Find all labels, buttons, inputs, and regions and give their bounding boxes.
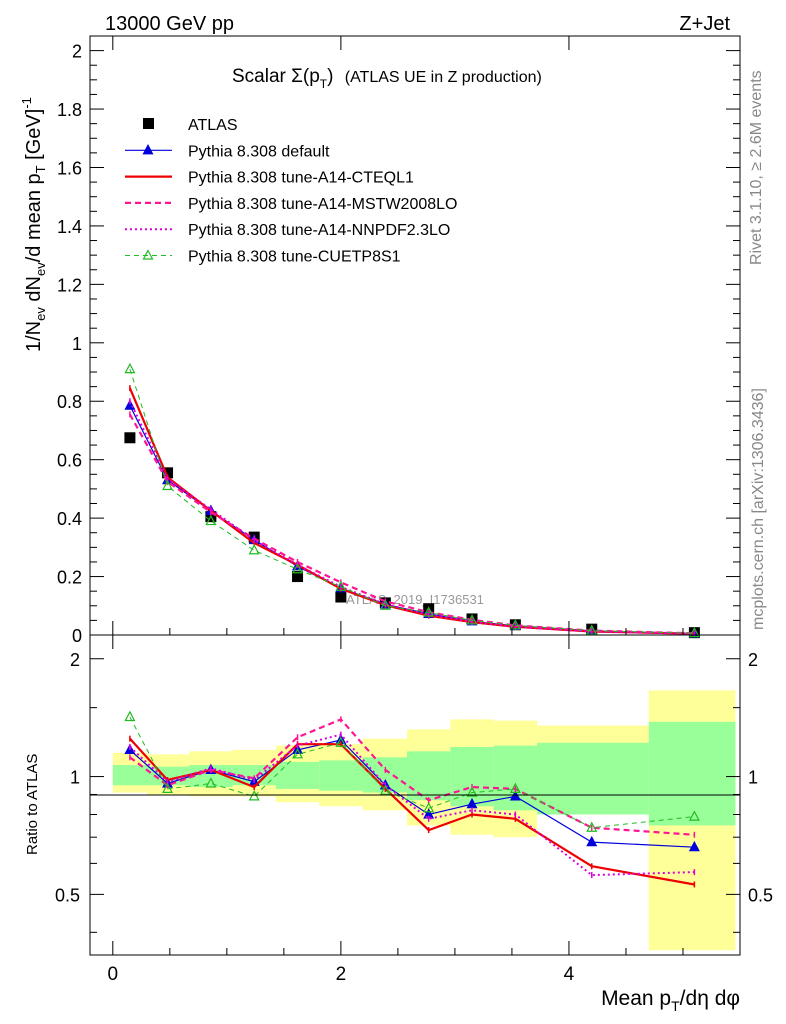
ratio-y-tick-label-right: 0.5 [748, 885, 773, 905]
ratio-series-marker [586, 821, 598, 832]
green-band-segment [319, 760, 363, 791]
main-y-tick-label: 0 [72, 626, 82, 646]
main-series-marker [423, 606, 435, 617]
ratio-series-marker [423, 801, 435, 813]
main-y-tick-label: 1.4 [57, 217, 82, 237]
main-y-tick-label: 2 [72, 42, 82, 62]
green-band-segment [275, 761, 320, 789]
green-band-segment [450, 747, 494, 807]
main-y-tick-label: 0.2 [57, 568, 82, 588]
legend-atlas-marker [143, 118, 154, 129]
ratio-series-marker [292, 748, 304, 759]
main-series-marker [292, 562, 304, 574]
main-title-rest: (ATLAS UE in Z production) [345, 69, 542, 86]
green-band-segment [407, 751, 451, 801]
ratio-series-marker [688, 810, 700, 821]
main-y-tick-label: 1.6 [57, 158, 82, 178]
x-axis-label: Mean pT/dη dφ [601, 987, 740, 1014]
ratio-y-tick-label: 1 [70, 768, 80, 788]
ratio-series-marker [509, 790, 521, 801]
ratio-y-tick-label-right: 1 [748, 768, 758, 788]
ratio-y-tick-label: 0.5 [55, 885, 80, 905]
main-y-tick-label: 1 [72, 334, 82, 354]
main-y-tick-label: 1.8 [57, 100, 82, 120]
ratio-series-marker [248, 790, 260, 801]
ratio-series-marker [335, 736, 347, 747]
rivet-label: Rivet 3.1.10, ≥ 2.6M events [748, 70, 765, 265]
ratio-uncertainty-bands [112, 690, 736, 951]
legend-triangle-marker [142, 144, 154, 155]
legend-entry-label: Pythia 8.308 default [188, 143, 330, 160]
green-band-segment [537, 742, 649, 815]
ratio-series-marker [162, 782, 174, 794]
main-plot-marks [124, 362, 700, 639]
main-series-marker [162, 479, 174, 491]
ratio-series-marker [205, 777, 217, 788]
green-band-segment [189, 765, 233, 788]
ratio-series-marker [466, 786, 478, 797]
main-series-line [129, 400, 695, 635]
main-series-marker [248, 543, 260, 555]
ratio-series-marker [688, 840, 700, 852]
main-series-marker [688, 626, 700, 638]
main-atlas-point [124, 432, 136, 444]
legend-entry-label: Pythia 8.308 tune-CUETP8S1 [188, 249, 401, 266]
main-y-tick-label: 0.8 [57, 392, 82, 412]
main-series-marker [335, 580, 347, 591]
main-title-close: ) [327, 66, 333, 87]
x-tick-label: 4 [564, 964, 575, 985]
main-series-line [129, 368, 695, 634]
main-series-marker [466, 614, 478, 625]
green-band-segment [648, 721, 736, 826]
main-title: Scalar Σ(pT) (ATLAS UE in Z production) [232, 66, 542, 91]
axes: 0 0.2 0.4 0.6 0.8 1 1.2 1.4 1.6 1.8 2 0 2 4 0.5 0.5 1 1 2 2 [55, 36, 773, 985]
main-atlas-point [162, 467, 174, 479]
x-tick-label: 0 [108, 964, 119, 985]
ratio-plot-marks [124, 710, 700, 888]
main-y-tick-label: 0.6 [57, 451, 82, 471]
energy-label: 13000 GeV pp [105, 13, 234, 35]
main-series-marker [379, 599, 391, 610]
main-title-symbol: Scalar Σ(p [232, 66, 320, 87]
legend-triangle-marker [142, 249, 154, 260]
main-title-sub: T [320, 77, 328, 91]
legend-entry-label: Pythia 8.308 tune-A14-MSTW2008LO [188, 196, 457, 213]
main-y-tick-label: 0.4 [57, 509, 82, 529]
ratio-series-line [129, 716, 695, 829]
main-atlas-point [335, 591, 347, 603]
green-band-segment [112, 765, 148, 786]
main-series-marker [509, 619, 521, 630]
main-ylabel: 1/Nev dNev/d mean pT [GeV]-1 [19, 97, 48, 352]
legend-entry-label: Pythia 8.308 tune-A14-CTEQL1 [188, 170, 414, 187]
ratio-series-marker [124, 710, 136, 722]
main-series-marker [586, 624, 598, 635]
ratio-y-tick-label-right: 2 [748, 650, 758, 670]
ratio-series-marker [509, 782, 521, 794]
legend-entry-label: ATLAS [188, 117, 238, 134]
ratio-y-tick-label: 2 [70, 650, 80, 670]
green-band-segment [493, 745, 538, 811]
ratio-ylabel: Ratio to ATLAS [24, 754, 41, 855]
main-y-tick-label: 1.2 [57, 275, 82, 295]
ratio-series-marker [586, 835, 598, 847]
main-atlas-point [292, 571, 304, 583]
mcplots-label: mcplots.cern.ch [arXiv:1306.3436] [750, 388, 767, 630]
ratio-series-marker [379, 784, 391, 795]
legend: ATLAS Pythia 8.308 default Pythia 8.308 tu… [125, 117, 457, 266]
process-label: Z+Jet [679, 13, 730, 35]
x-tick-label: 2 [336, 964, 347, 985]
ratio-series-line [129, 733, 695, 877]
ratio-series-line [129, 718, 695, 836]
main-series-marker [124, 362, 136, 374]
legend-entry-label: Pythia 8.308 tune-A14-NNPDF2.3LO [188, 222, 450, 239]
main-series-marker [205, 514, 217, 526]
